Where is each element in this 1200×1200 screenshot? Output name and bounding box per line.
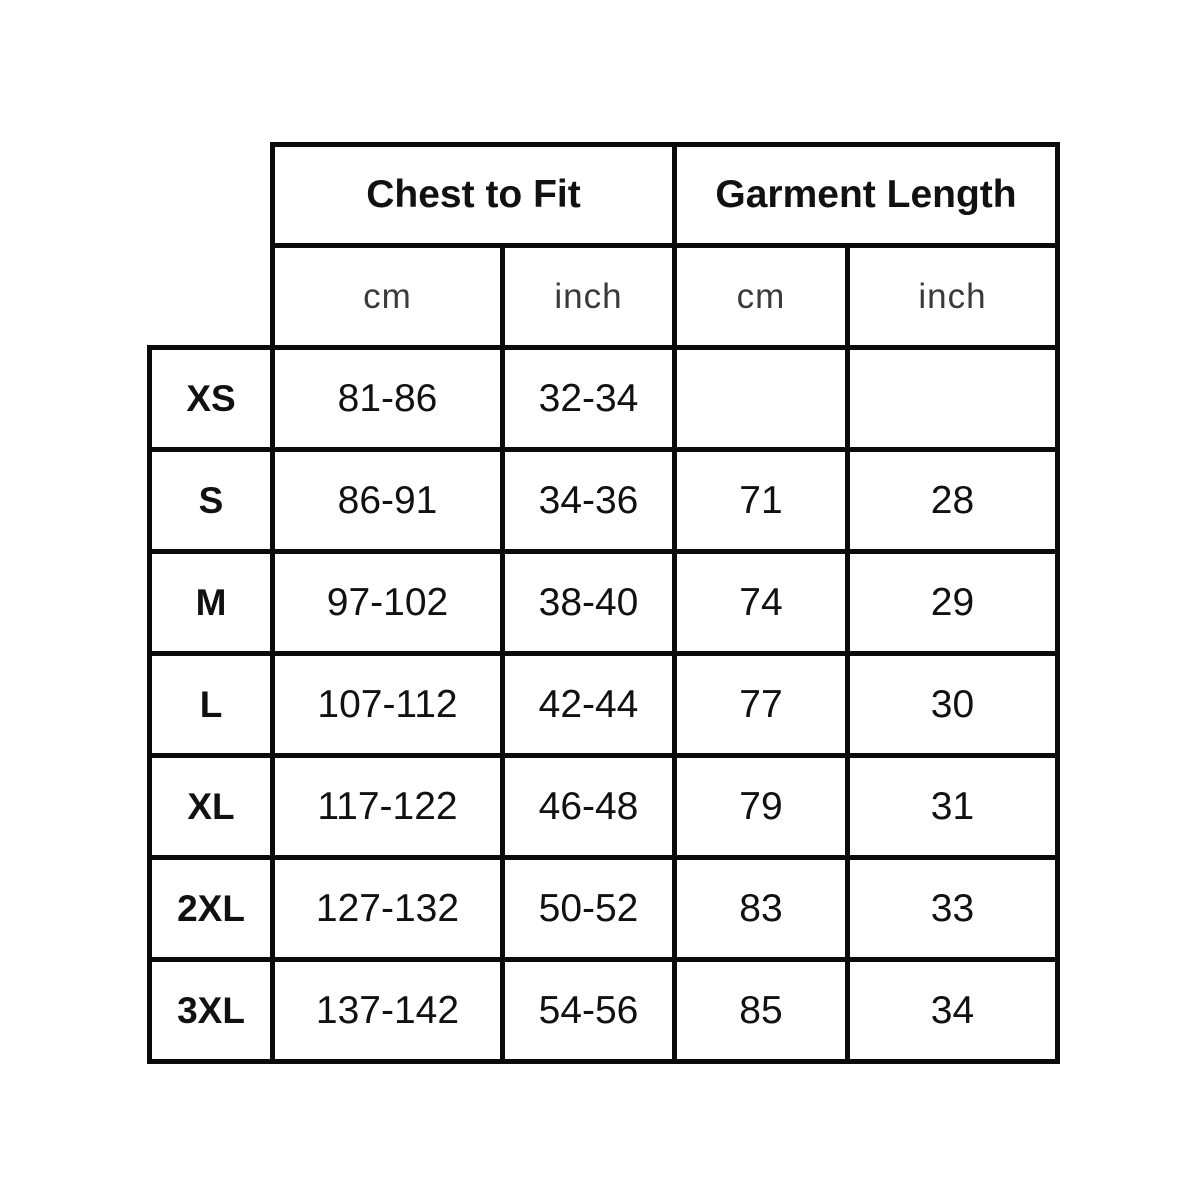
cell-chest-cm: 137-142 xyxy=(270,957,505,1064)
cell-chest-inch: 32-34 xyxy=(500,345,677,452)
cell-garment-inch: 31 xyxy=(845,753,1060,860)
cell-chest-cm: 127-132 xyxy=(270,855,505,962)
size-label: 3XL xyxy=(147,957,275,1064)
cell-chest-inch: 46-48 xyxy=(500,753,677,860)
corner-spacer xyxy=(150,246,273,348)
cell-chest-inch: 50-52 xyxy=(500,855,677,962)
cell-garment-cm: 79 xyxy=(672,753,850,860)
table-row-xs: XS 81-86 32-34 xyxy=(147,345,1060,452)
cell-garment-cm: 85 xyxy=(672,957,850,1064)
cell-chest-inch: 42-44 xyxy=(500,651,677,758)
size-label: XL xyxy=(147,753,275,860)
cell-garment-inch: 34 xyxy=(845,957,1060,1064)
unit-chest-inch: inch xyxy=(500,243,677,350)
cell-garment-inch: 28 xyxy=(845,447,1060,554)
size-label: 2XL xyxy=(147,855,275,962)
size-label: L xyxy=(147,651,275,758)
cell-garment-inch xyxy=(845,345,1060,452)
cell-garment-inch: 29 xyxy=(845,549,1060,656)
corner-spacer xyxy=(150,145,273,246)
size-label: XS xyxy=(147,345,275,452)
header-garment-length: Garment Length xyxy=(672,142,1060,248)
cell-chest-cm: 117-122 xyxy=(270,753,505,860)
cell-chest-cm: 86-91 xyxy=(270,447,505,554)
cell-garment-cm: 83 xyxy=(672,855,850,962)
unit-header-row: cm inch cm inch xyxy=(150,243,1060,350)
cell-garment-cm: 77 xyxy=(672,651,850,758)
table-row-2xl: 2XL 127-132 50-52 83 33 xyxy=(147,855,1060,962)
table-row-l: L 107-112 42-44 77 30 xyxy=(147,651,1060,758)
table-row-s: S 86-91 34-36 71 28 xyxy=(147,447,1060,554)
cell-garment-cm xyxy=(672,345,850,452)
cell-chest-cm: 97-102 xyxy=(270,549,505,656)
table-row-m: M 97-102 38-40 74 29 xyxy=(147,549,1060,656)
table-row-xl: XL 117-122 46-48 79 31 xyxy=(147,753,1060,860)
cell-chest-cm: 81-86 xyxy=(270,345,505,452)
cell-garment-inch: 30 xyxy=(845,651,1060,758)
header-chest-to-fit: Chest to Fit xyxy=(270,142,677,248)
column-group-header-row: Chest to Fit Garment Length xyxy=(150,142,1060,248)
size-label: M xyxy=(147,549,275,656)
size-chart-table: Chest to Fit Garment Length cm inch cm i… xyxy=(147,142,1060,1064)
unit-garment-inch: inch xyxy=(845,243,1060,350)
cell-chest-inch: 38-40 xyxy=(500,549,677,656)
unit-chest-cm: cm xyxy=(270,243,505,350)
cell-garment-cm: 74 xyxy=(672,549,850,656)
unit-garment-cm: cm xyxy=(672,243,850,350)
cell-garment-cm: 71 xyxy=(672,447,850,554)
size-label: S xyxy=(147,447,275,554)
cell-chest-cm: 107-112 xyxy=(270,651,505,758)
cell-chest-inch: 34-36 xyxy=(500,447,677,554)
cell-chest-inch: 54-56 xyxy=(500,957,677,1064)
table-row-3xl: 3XL 137-142 54-56 85 34 xyxy=(147,957,1060,1064)
cell-garment-inch: 33 xyxy=(845,855,1060,962)
